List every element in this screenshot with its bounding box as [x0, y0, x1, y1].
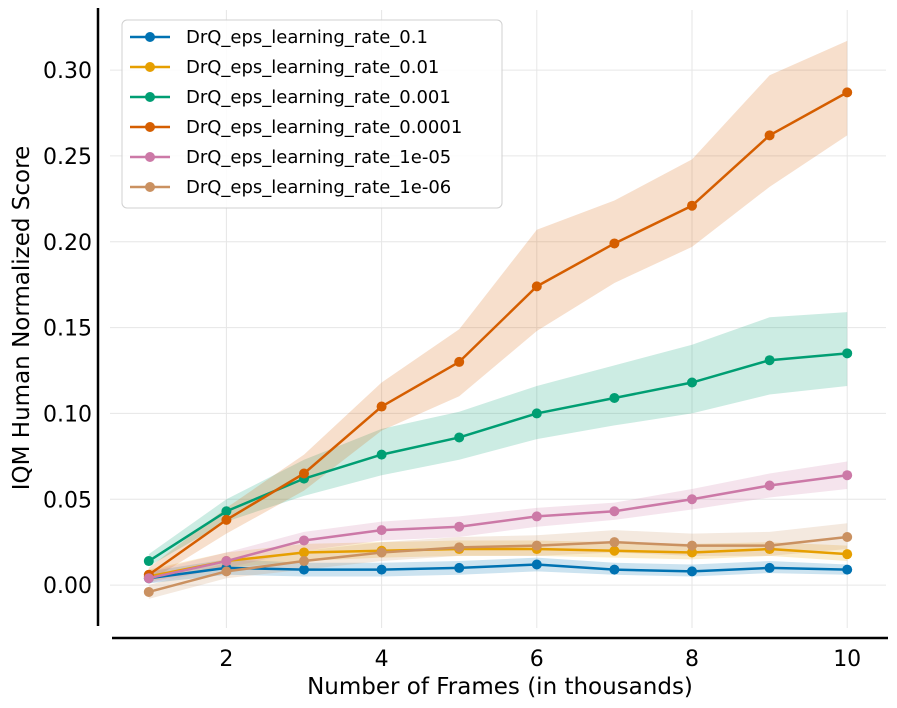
data-point: [376, 449, 387, 460]
data-point: [454, 521, 465, 532]
legend-marker: [145, 182, 155, 192]
y-tick-label: 0.15: [43, 317, 92, 342]
data-point: [299, 468, 309, 479]
legend-label: DrQ_eps_learning_rate_1e-06: [186, 177, 451, 198]
x-tick-label: 10: [833, 647, 861, 672]
axes: [96, 8, 888, 640]
legend-label: DrQ_eps_learning_rate_0.0001: [186, 117, 462, 138]
series-line: [148, 563, 848, 580]
y-tick-label: 0.10: [43, 402, 92, 427]
data-point: [609, 537, 620, 548]
data-point: [376, 564, 387, 575]
data-point: [764, 130, 775, 141]
data-point: [143, 586, 154, 597]
data-point: [531, 511, 542, 522]
confidence-bands: [148, 40, 848, 599]
legend-marker: [145, 32, 155, 42]
legend-label: DrQ_eps_learning_rate_0.001: [186, 87, 451, 108]
data-point: [376, 401, 387, 412]
data-point: [454, 432, 465, 443]
legend-box: [121, 19, 503, 209]
y-tick-label: 0.00: [43, 574, 92, 599]
data-point: [842, 532, 853, 543]
data-point: [687, 547, 697, 558]
legend: DrQ_eps_learning_rate_0.1 DrQ_eps_learnin…: [121, 19, 503, 209]
data-point: [221, 566, 232, 577]
data-point: [299, 556, 309, 567]
data-point: [609, 564, 620, 575]
data-point: [842, 564, 853, 575]
data-point: [221, 506, 232, 517]
data-point: [764, 540, 775, 551]
series-line: [148, 91, 848, 576]
data-point: [221, 556, 232, 567]
data-point: [454, 356, 465, 367]
confidence-band: [148, 540, 848, 582]
data-point: [842, 470, 853, 481]
legend-label: DrQ_eps_learning_rate_0.1: [186, 27, 428, 48]
tick-labels: 2 4 6 8 10 0.00 0.05 0.10 0.15 0.20 0.25 0.30: [43, 59, 861, 672]
x-tick-label: 2: [219, 647, 233, 672]
data-point: [531, 408, 542, 419]
legend-marker: [145, 62, 155, 72]
data-point: [687, 540, 697, 551]
data-point: [842, 348, 853, 359]
y-tick-label: 0.20: [43, 231, 92, 256]
confidence-band: [148, 312, 848, 567]
legend-label: DrQ_eps_learning_rate_0.01: [186, 57, 439, 78]
confidence-band: [148, 40, 848, 582]
x-axis-label: Number of Frames (in thousands): [307, 674, 693, 700]
series-line: [148, 535, 848, 594]
legend-marker: [145, 122, 155, 132]
data-point: [687, 566, 697, 577]
data-point: [687, 377, 697, 388]
y-tick-label: 0.05: [43, 488, 92, 513]
data-point: [609, 545, 620, 556]
data-point: [764, 562, 775, 573]
data-point: [299, 547, 309, 558]
data-point: [143, 573, 154, 584]
data-point: [609, 392, 620, 403]
x-tick-label: 6: [530, 647, 544, 672]
data-point: [454, 562, 465, 573]
series-line: [148, 352, 848, 563]
data-point: [299, 535, 309, 546]
data-point: [764, 480, 775, 491]
data-point: [376, 525, 387, 536]
data-point: [764, 355, 775, 366]
y-tick-label: 0.30: [43, 59, 92, 84]
data-point: [609, 506, 620, 517]
data-point: [687, 200, 697, 211]
y-axis-label: IQM Human Normalized Score: [9, 146, 35, 490]
series-lines: [143, 87, 853, 597]
confidence-band: [148, 523, 848, 599]
data-point: [842, 549, 853, 560]
data-point: [299, 564, 309, 575]
data-point: [687, 494, 697, 505]
x-tick-label: 8: [685, 647, 699, 672]
legend-marker: [145, 92, 155, 102]
confidence-band: [148, 557, 848, 584]
data-point: [143, 556, 154, 567]
data-point: [531, 559, 542, 570]
legend-marker: [145, 152, 155, 162]
data-point: [842, 87, 853, 98]
series-line: [148, 547, 848, 578]
data-point: [376, 547, 387, 558]
data-point: [531, 540, 542, 551]
data-point: [221, 514, 232, 525]
data-point: [609, 238, 620, 249]
series-line: [148, 473, 848, 580]
legend-label: DrQ_eps_learning_rate_1e-05: [186, 147, 451, 168]
x-tick-label: 4: [375, 647, 389, 672]
data-point: [454, 542, 465, 553]
y-tick-label: 0.25: [43, 145, 92, 170]
data-point: [531, 281, 542, 292]
